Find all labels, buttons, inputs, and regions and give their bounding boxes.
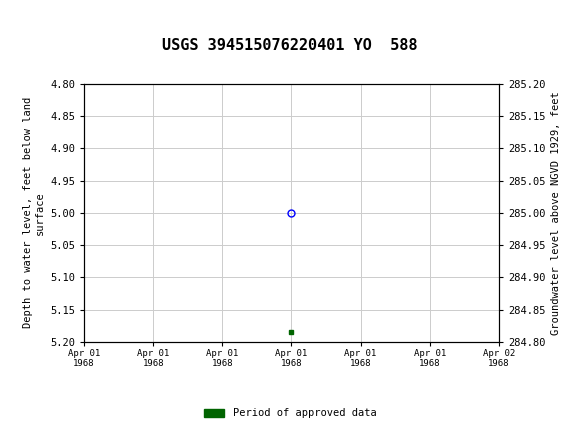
Y-axis label: Groundwater level above NGVD 1929, feet: Groundwater level above NGVD 1929, feet (551, 91, 561, 335)
Y-axis label: Depth to water level, feet below land
surface: Depth to water level, feet below land su… (23, 97, 45, 329)
Legend: Period of approved data: Period of approved data (200, 404, 380, 423)
Text: ≡: ≡ (7, 6, 22, 25)
Text: USGS 394515076220401 YO  588: USGS 394515076220401 YO 588 (162, 38, 418, 52)
Text: USGS: USGS (26, 6, 81, 25)
